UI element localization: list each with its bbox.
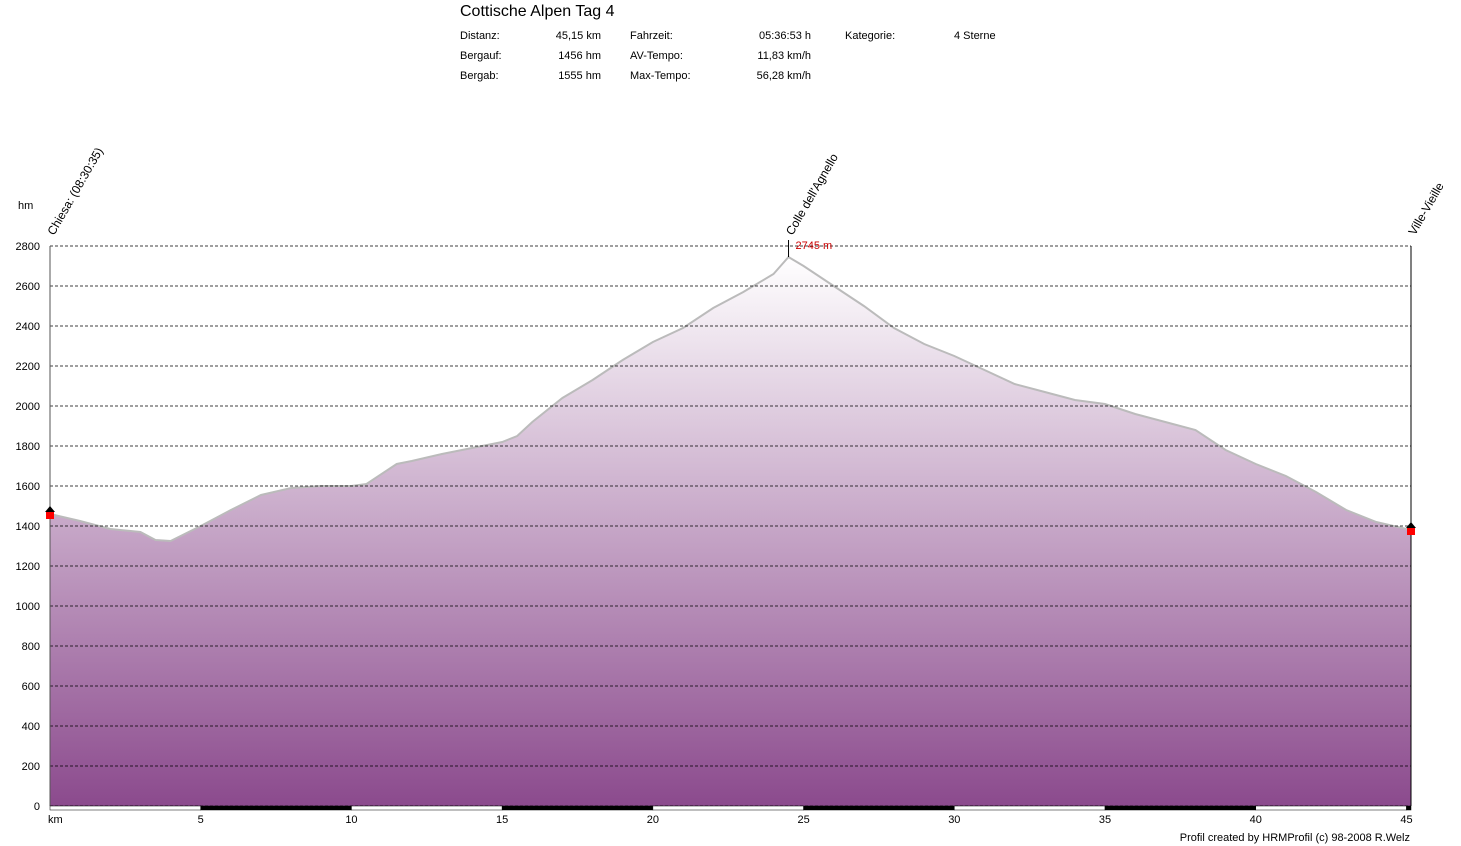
waypoint-label-0: Chiesa: (08:30:35) <box>44 145 105 238</box>
x-tick-label-40: 40 <box>1250 814 1262 826</box>
stat-label-distanz: Distanz: <box>460 30 500 42</box>
y-tick-label-1000: 1000 <box>16 601 40 613</box>
waypoint-label-2: Ville-Vieille <box>1405 180 1446 238</box>
y-tick-label-2200: 2200 <box>16 361 40 373</box>
end-marker-triangle <box>1406 522 1416 528</box>
y-tick-label-200: 200 <box>22 761 40 773</box>
stat-label-kategorie: Kategorie: <box>845 30 896 42</box>
x-axis-segment-4 <box>652 805 804 811</box>
y-tick-label-0: 0 <box>34 801 40 813</box>
x-tick-label-15: 15 <box>496 814 508 826</box>
start-marker-square <box>46 512 54 519</box>
stat-value-av-tempo: 11,83 km/h <box>757 50 811 62</box>
x-axis-label: km <box>48 814 63 826</box>
x-axis-segment-1 <box>200 805 352 811</box>
credit-footer: Profil created by HRMProfil (c) 98-2008 … <box>1179 832 1410 844</box>
y-tick-label-600: 600 <box>22 681 40 693</box>
x-axis-segment-2 <box>351 805 503 811</box>
stat-label-fahrzeit: Fahrzeit: <box>630 30 673 42</box>
x-tick-label-10: 10 <box>345 814 357 826</box>
y-tick-label-400: 400 <box>22 721 40 733</box>
start-marker-triangle <box>45 506 55 512</box>
elevation-area <box>50 257 1411 806</box>
y-tick-label-800: 800 <box>22 641 40 653</box>
waypoint-label-1: Colle dell'Agnello <box>783 151 841 238</box>
x-axis-segment-3 <box>501 805 654 811</box>
area-layer <box>49 255 1412 806</box>
x-axis-segment-8 <box>1255 805 1407 811</box>
peak-annotation-0: 2745 m <box>796 240 833 252</box>
stat-label-av-tempo: AV-Tempo: <box>630 50 683 62</box>
x-axis-segment-7 <box>1104 805 1257 811</box>
axis-layer: 0 200 400 600 800 1000 1200 1400 1600 1800 2000 220… <box>16 241 1413 826</box>
y-tick-label-2800: 2800 <box>16 241 40 253</box>
y-tick-label-1200: 1200 <box>16 561 40 573</box>
x-tick-label-35: 35 <box>1099 814 1111 826</box>
y-tick-label-1400: 1400 <box>16 521 40 533</box>
x-tick-label-30: 30 <box>948 814 960 826</box>
stat-value-kategorie: 4 Sterne <box>954 30 996 42</box>
x-tick-label-45: 45 <box>1400 814 1412 826</box>
stat-value-bergauf: 1456 hm <box>558 50 601 62</box>
x-axis-segment-5 <box>803 805 955 811</box>
y-axis-label: hm <box>18 200 33 212</box>
stat-label-max-tempo: Max-Tempo: <box>630 70 691 82</box>
elevation-line <box>49 255 1412 543</box>
stat-value-max-tempo: 56,28 km/h <box>756 70 811 82</box>
end-marker-square <box>1407 528 1415 535</box>
x-axis-segment-0 <box>49 805 201 811</box>
chart-title: Cottische Alpen Tag 4 <box>460 3 615 20</box>
x-tick-label-25: 25 <box>797 814 809 826</box>
x-axis-segment-9 <box>1406 805 1412 811</box>
x-tick-label-20: 20 <box>647 814 659 826</box>
y-tick-label-1800: 1800 <box>16 441 40 453</box>
x-tick-label-5: 5 <box>198 814 204 826</box>
stat-value-bergab: 1555 hm <box>558 70 601 82</box>
stat-label-bergauf: Bergauf: <box>460 50 502 62</box>
x-axis-segment-6 <box>954 805 1106 811</box>
y-tick-label-1600: 1600 <box>16 481 40 493</box>
y-tick-label-2000: 2000 <box>16 401 40 413</box>
stat-label-bergab: Bergab: <box>460 70 499 82</box>
stat-value-distanz: 45,15 km <box>555 30 601 42</box>
y-tick-label-2600: 2600 <box>16 281 40 293</box>
stat-value-fahrzeit: 05:36:53 h <box>759 30 811 42</box>
y-tick-label-2400: 2400 <box>16 321 40 333</box>
